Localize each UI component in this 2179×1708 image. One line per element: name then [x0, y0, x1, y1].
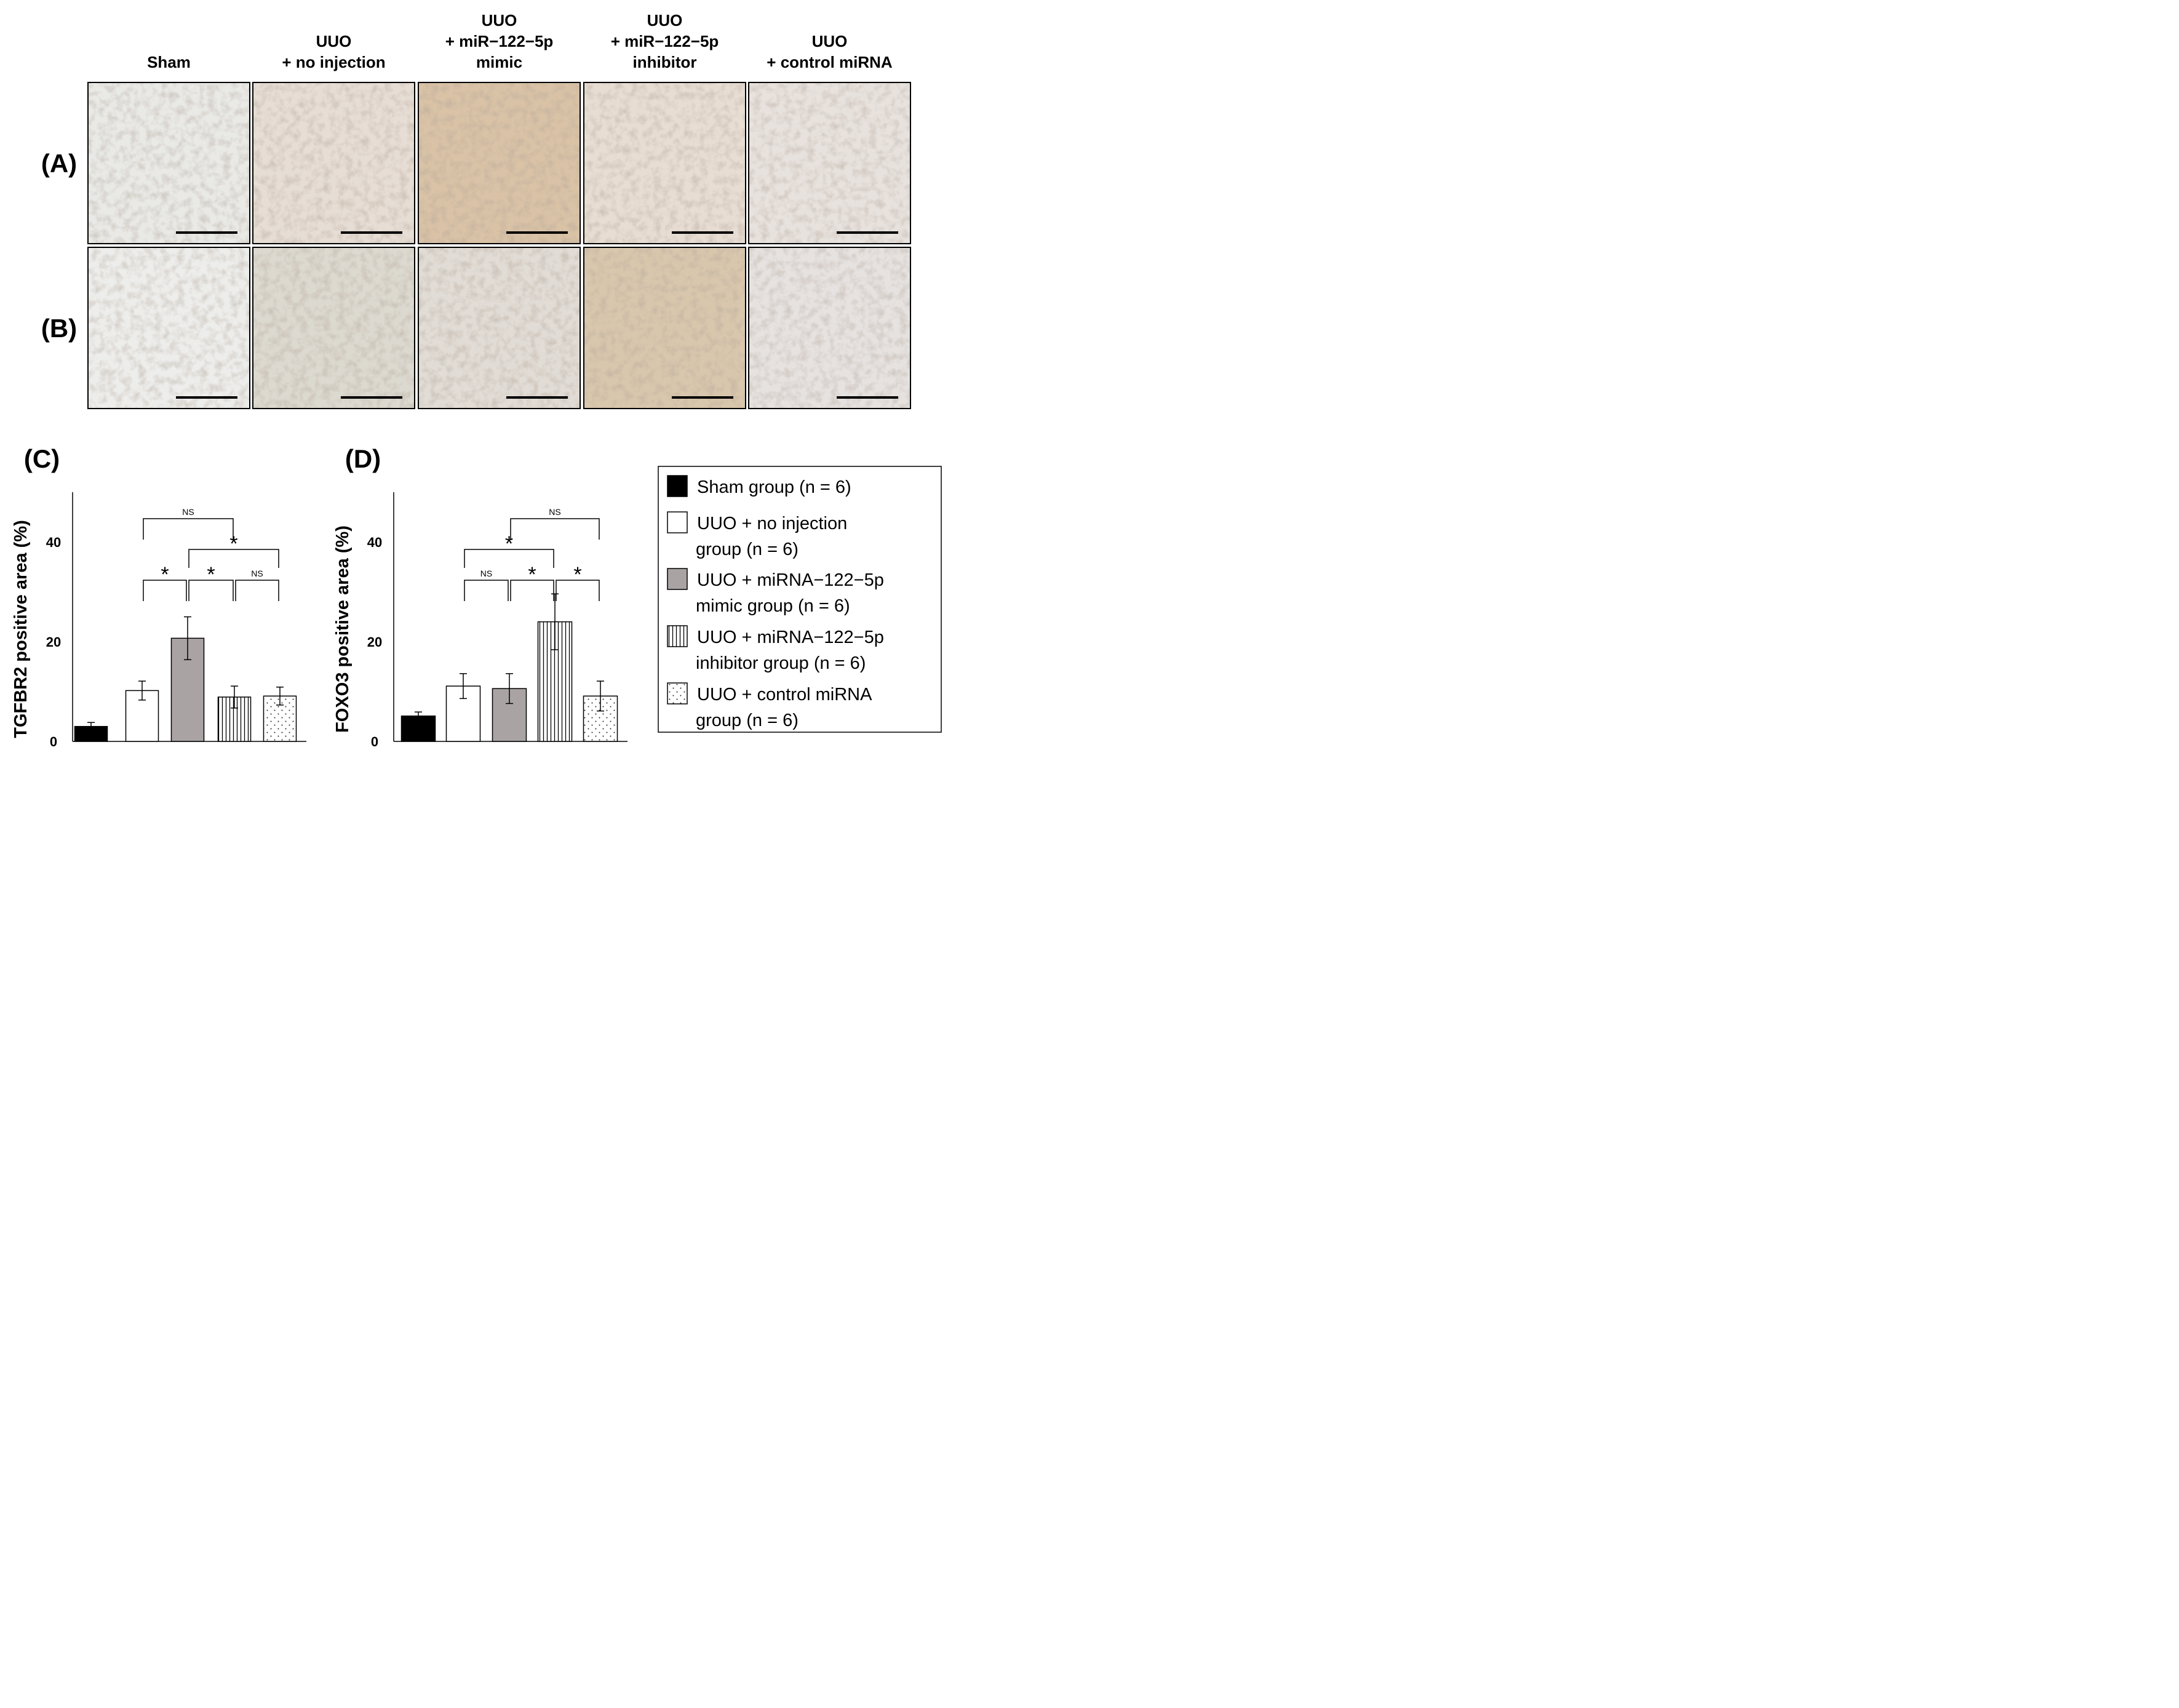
significance-bracket	[510, 518, 600, 540]
column-header-line: UUO	[482, 11, 517, 30]
legend-swatch	[667, 475, 688, 497]
row-label: (B)	[41, 314, 77, 343]
micrograph-image	[87, 82, 250, 244]
legend-label: UUO + miRNA−122−5p	[697, 570, 884, 590]
column-headers: Sham UUO + no injection UUO + miR−122−5p mimi…	[147, 11, 893, 71]
legend-label: UUO + control miRNA	[697, 685, 872, 704]
micrograph-image	[748, 247, 911, 409]
micrograph-image	[87, 247, 250, 409]
micrograph-texture	[253, 82, 415, 244]
bar-chart: (C) 0 20 40 TGFBR2 positive area (%) * * NS * NS	[11, 444, 306, 749]
significance-bracket	[464, 580, 509, 601]
significance-label: *	[573, 563, 581, 586]
y-tick-label: 40	[367, 535, 382, 550]
significance-bracket	[188, 580, 234, 601]
micrograph-image	[418, 82, 581, 244]
significance-bracket	[235, 580, 279, 601]
micrograph-texture	[88, 247, 250, 409]
micrograph-image	[418, 247, 581, 409]
micrograph-image	[748, 82, 911, 244]
y-tick-label: 0	[50, 734, 57, 749]
significance-label: NS	[480, 569, 492, 578]
legend-swatch	[667, 625, 688, 647]
legend-swatch	[667, 568, 688, 590]
column-header-line: + miR−122−5p	[611, 32, 719, 50]
micrograph-frame	[748, 247, 911, 409]
micrograph-texture	[88, 82, 250, 244]
legend: Sham group (n = 6) UUO + no injection grou…	[658, 466, 942, 733]
micrograph-texture	[749, 247, 910, 409]
column-header-line: UUO	[316, 32, 352, 50]
y-tick-label: 0	[371, 734, 378, 749]
micrograph-texture	[418, 247, 580, 409]
micrograph-frame	[418, 82, 581, 244]
micrograph-image	[252, 82, 415, 244]
bar-chart: (D) 0 20 40 FOXO3 positive area (%) NS * * * NS	[333, 444, 627, 749]
y-tick-label: 20	[46, 634, 61, 650]
column-header-line: UUO	[812, 32, 848, 50]
figure: Sham UUO + no injection UUO + miR−122−5p mimi…	[0, 0, 962, 754]
y-axis-label: TGFBR2 positive area (%)	[11, 520, 31, 738]
significance-bracket	[188, 549, 279, 568]
legend-label: group (n = 6)	[696, 540, 799, 559]
legend-label: inhibitor group (n = 6)	[696, 653, 866, 673]
column-header-line: inhibitor	[633, 53, 697, 71]
legend-swatch	[667, 682, 688, 704]
micrograph-frame	[87, 82, 250, 244]
micrograph-texture	[584, 247, 746, 409]
legend-label: UUO + no injection	[697, 514, 847, 533]
panel-label: (D)	[345, 444, 381, 473]
row-label: (A)	[41, 149, 77, 178]
significance-label: NS	[549, 507, 560, 517]
legend-label: mimic group (n = 6)	[696, 596, 850, 616]
bar	[445, 685, 481, 742]
micrograph-image	[583, 247, 746, 409]
y-tick-label: 20	[367, 634, 382, 650]
micrograph-frame	[252, 82, 415, 244]
column-header-line: mimic	[476, 53, 522, 71]
significance-label: *	[161, 563, 169, 586]
micrograph-frame	[583, 82, 746, 244]
significance-bracket	[143, 518, 234, 540]
micrograph-image	[252, 247, 415, 409]
panel-label: (C)	[24, 444, 60, 473]
significance-label: *	[505, 532, 513, 556]
significance-label: *	[207, 563, 215, 586]
micrograph-frame	[748, 82, 911, 244]
micrograph-grid: (A) (B)	[41, 82, 911, 409]
column-header-line: + no injection	[282, 53, 385, 71]
y-axis-label: FOXO3 positive area (%)	[333, 525, 353, 733]
column-header-line: + control miRNA	[767, 53, 893, 71]
legend-swatch	[667, 511, 688, 533]
legend-frame	[658, 466, 942, 733]
micrograph-texture	[418, 82, 580, 244]
micrograph-texture	[253, 247, 415, 409]
significance-bracket	[556, 580, 600, 601]
micrograph-frame	[418, 247, 581, 409]
significance-label: *	[229, 532, 237, 556]
legend-label: group (n = 6)	[696, 711, 799, 730]
column-header-line: UUO	[647, 11, 683, 30]
micrograph-frame	[87, 247, 250, 409]
significance-bracket	[510, 580, 554, 601]
significance-bracket	[143, 580, 187, 601]
legend-label: Sham group (n = 6)	[697, 477, 851, 497]
figure-canvas: Sham UUO + no injection UUO + miR−122−5p mimi…	[11, 11, 942, 749]
micrograph-frame	[252, 247, 415, 409]
micrograph-image	[583, 82, 746, 244]
significance-bracket	[464, 549, 554, 568]
micrograph-frame	[583, 247, 746, 409]
significance-label: NS	[182, 507, 194, 517]
y-tick-label: 40	[46, 535, 61, 550]
micrograph-texture	[749, 82, 910, 244]
micrograph-texture	[584, 82, 746, 244]
significance-label: *	[528, 563, 536, 586]
legend-label: UUO + miRNA−122−5p	[697, 628, 884, 647]
column-header-line: Sham	[147, 53, 191, 71]
column-header-line: + miR−122−5p	[445, 32, 554, 50]
significance-label: NS	[251, 569, 263, 578]
